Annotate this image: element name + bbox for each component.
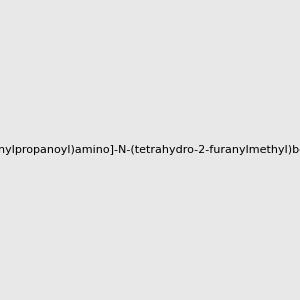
Text: 4-[(3-phenylpropanoyl)amino]-N-(tetrahydro-2-furanylmethyl)benzamide: 4-[(3-phenylpropanoyl)amino]-N-(tetrahyd… <box>0 145 300 155</box>
